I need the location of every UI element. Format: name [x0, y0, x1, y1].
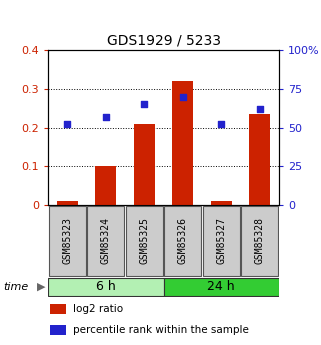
Bar — [57, 201, 78, 205]
FancyBboxPatch shape — [164, 206, 201, 276]
Point — [103, 114, 108, 119]
Bar — [211, 201, 232, 205]
Bar — [134, 124, 155, 205]
FancyBboxPatch shape — [49, 206, 86, 276]
Bar — [249, 114, 270, 205]
Point — [257, 106, 262, 112]
Point — [65, 122, 70, 127]
Text: GSM85328: GSM85328 — [255, 217, 265, 265]
Bar — [95, 166, 116, 205]
FancyBboxPatch shape — [126, 206, 163, 276]
Point — [180, 94, 185, 99]
Text: 24 h: 24 h — [207, 280, 235, 294]
Text: GSM85323: GSM85323 — [62, 217, 72, 265]
Point — [142, 101, 147, 107]
Text: time: time — [3, 282, 29, 292]
Text: GSM85326: GSM85326 — [178, 217, 188, 265]
Bar — [172, 81, 193, 205]
Text: log2 ratio: log2 ratio — [74, 304, 124, 314]
Text: GSM85325: GSM85325 — [139, 217, 149, 265]
Bar — [50, 304, 66, 314]
Text: GSM85324: GSM85324 — [101, 217, 111, 265]
Text: GSM85327: GSM85327 — [216, 217, 226, 265]
FancyBboxPatch shape — [87, 206, 124, 276]
Text: ▶: ▶ — [37, 282, 45, 292]
Text: 6 h: 6 h — [96, 280, 116, 294]
Title: GDS1929 / 5233: GDS1929 / 5233 — [107, 33, 221, 48]
FancyBboxPatch shape — [241, 206, 278, 276]
Bar — [50, 325, 66, 335]
Text: percentile rank within the sample: percentile rank within the sample — [74, 325, 249, 335]
FancyBboxPatch shape — [203, 206, 240, 276]
FancyBboxPatch shape — [48, 278, 163, 296]
FancyBboxPatch shape — [163, 278, 279, 296]
Point — [219, 122, 224, 127]
